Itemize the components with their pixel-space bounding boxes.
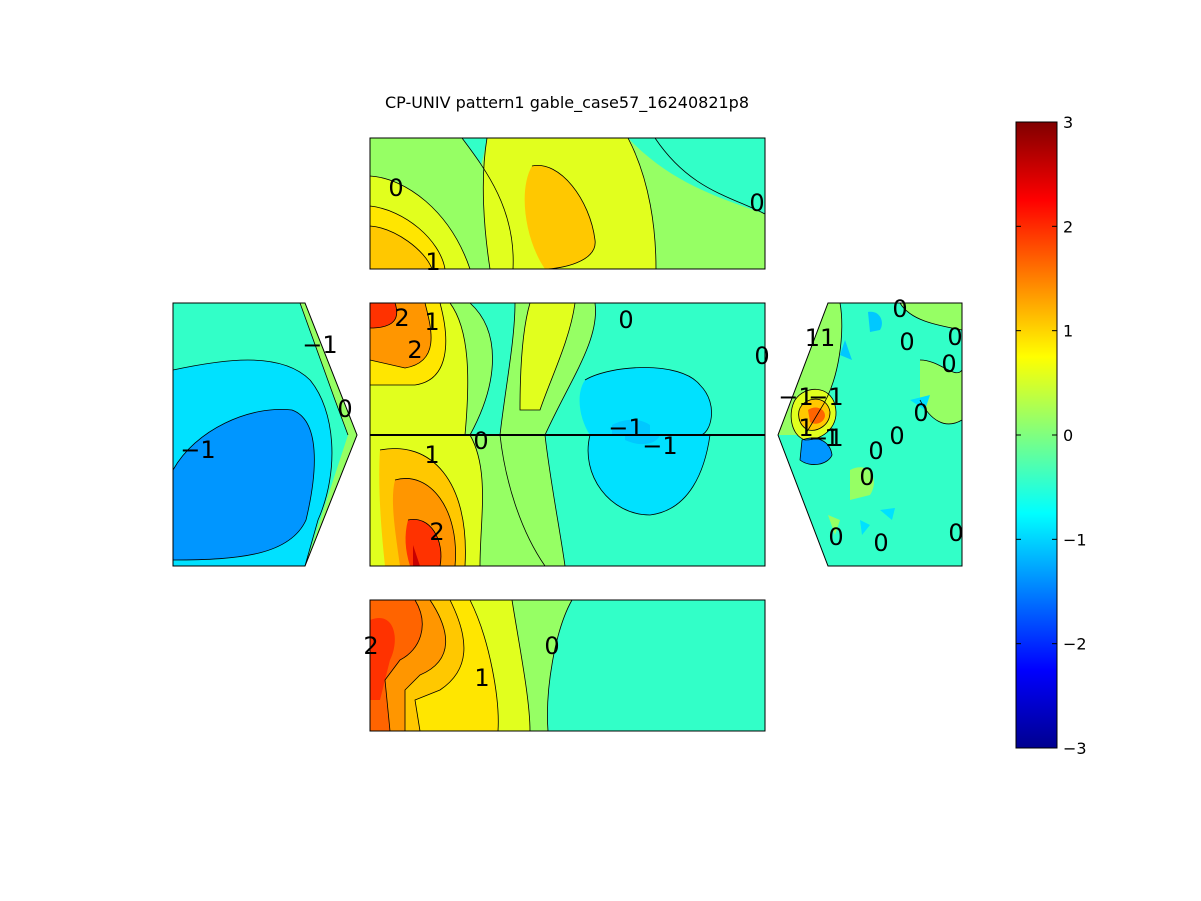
colorbar-tick-label: 0 xyxy=(1063,426,1073,445)
contour-label: 0 xyxy=(754,342,769,370)
contour-label: 2 xyxy=(407,336,422,364)
contour-label: 0 xyxy=(913,399,928,427)
contour-label: −1 xyxy=(608,414,643,442)
contour-label: 0 xyxy=(948,519,963,547)
contour-label: −1 xyxy=(642,432,677,460)
contour-label: −1 xyxy=(778,383,813,411)
contour-label: 1 xyxy=(798,414,813,442)
panel-roof-leeward: 2 0 1 xyxy=(363,599,766,732)
contour-label: 2 xyxy=(429,518,444,546)
contour-label: 0 xyxy=(941,350,956,378)
contour-label: 0 xyxy=(873,529,888,557)
contour-label: 1 xyxy=(425,248,440,276)
contour-label: 0 xyxy=(889,422,904,450)
colorbar-gradient xyxy=(1015,121,1058,749)
contour-label: −1 xyxy=(808,424,843,452)
colorbar-tick-label: −3 xyxy=(1063,739,1087,758)
contour-label: −1 xyxy=(180,436,215,464)
chart-title: CP-UNIV pattern1 gable_case57_16240821p8 xyxy=(385,93,749,113)
contour-label: 0 xyxy=(828,523,843,551)
contour-label: 1 xyxy=(424,308,439,336)
contour-label: 0 xyxy=(868,437,883,465)
contour-label: 1 xyxy=(474,664,489,692)
panel-wall-upper: 2 1 2 0 0 xyxy=(369,302,770,436)
contour-label: 0 xyxy=(859,463,874,491)
contour-label: −1 xyxy=(302,331,337,359)
contour-label: 0 xyxy=(544,632,559,660)
contour-label: −1 xyxy=(808,383,843,411)
colorbar-tick-label: 2 xyxy=(1063,217,1073,236)
contour-label: 0 xyxy=(749,189,764,217)
contour-label: 0 xyxy=(337,395,352,423)
contour-label: 0 xyxy=(473,427,488,455)
panel-gable-left: −1 0 −1 xyxy=(172,302,358,567)
colorbar-tick-label: 1 xyxy=(1063,322,1073,341)
contour-label: 2 xyxy=(363,632,378,660)
contour-label: 2 xyxy=(394,304,409,332)
panel-gable-right: 0 0 0 0 11 −1 −1 −1 1 1 0 0 0 0 0 0 0 xyxy=(777,295,964,567)
contour-label: 0 xyxy=(899,328,914,356)
contour-label: 1 xyxy=(424,441,439,469)
contour-label: 0 xyxy=(892,295,907,323)
colorbar-tick-label: 3 xyxy=(1063,113,1073,132)
contour-label: 1 xyxy=(824,424,839,452)
colorbar-tick-label: −2 xyxy=(1063,635,1087,654)
colorbar-tick-label: −1 xyxy=(1063,530,1087,549)
panel-wall-lower: 1 0 −1 −1 2 xyxy=(369,414,766,567)
contour-label: 0 xyxy=(947,323,962,351)
panel-roof-windward: 0 0 1 xyxy=(369,137,766,276)
contour-label: 0 xyxy=(388,174,403,202)
contour-label: 11 xyxy=(805,324,836,352)
contour-label: 0 xyxy=(618,306,633,334)
colorbar: 3 2 1 0 −1 −2 −3 xyxy=(1015,113,1087,758)
